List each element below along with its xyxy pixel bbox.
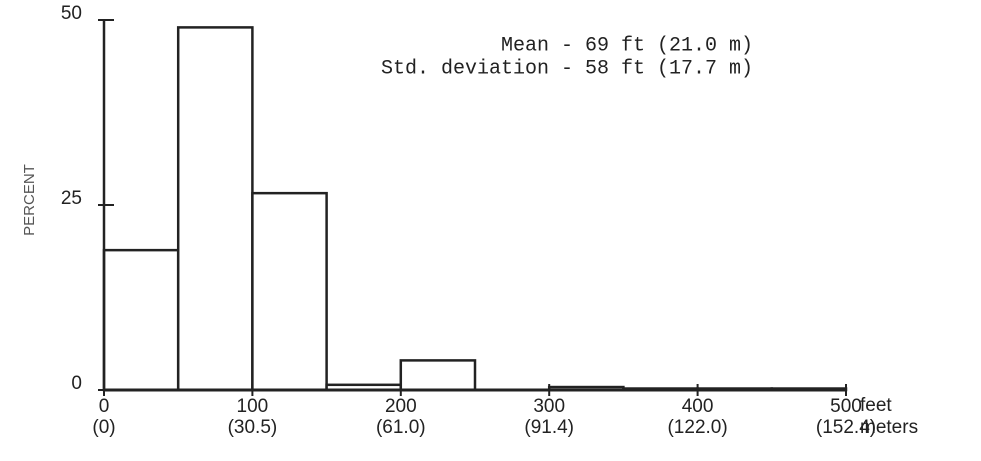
bar xyxy=(102,248,180,392)
x2-tick-label: (91.4) xyxy=(524,417,574,438)
bar xyxy=(251,191,328,392)
annotation: Mean - 69 ft (21.0 m) xyxy=(501,34,753,57)
y-axis-label: PERCENT xyxy=(21,164,38,236)
x-tick-label: 500 xyxy=(830,396,862,417)
x-unit-label: feet xyxy=(860,395,892,416)
x2-tick-label: (0) xyxy=(92,417,115,438)
y-tick-label: 50 xyxy=(61,3,82,24)
y-tick-label: 0 xyxy=(71,373,82,394)
x2-unit-label: meters xyxy=(860,417,918,438)
x-tick-label: 400 xyxy=(682,396,714,417)
x2-tick-label: (30.5) xyxy=(228,417,278,438)
bar xyxy=(399,359,477,392)
y-tick-label: 25 xyxy=(61,188,82,209)
x-tick-label: 0 xyxy=(99,396,110,417)
x-tick-label: 200 xyxy=(385,396,417,417)
x2-tick-label: (152.4) xyxy=(816,417,876,438)
x2-tick-label: (61.0) xyxy=(376,417,426,438)
bar xyxy=(176,26,254,392)
annotation: Std. deviation - 58 ft (17.7 m) xyxy=(381,57,753,80)
x-tick-label: 300 xyxy=(533,396,565,417)
x-tick-label: 100 xyxy=(237,396,269,417)
x2-tick-label: (122.0) xyxy=(667,417,727,438)
